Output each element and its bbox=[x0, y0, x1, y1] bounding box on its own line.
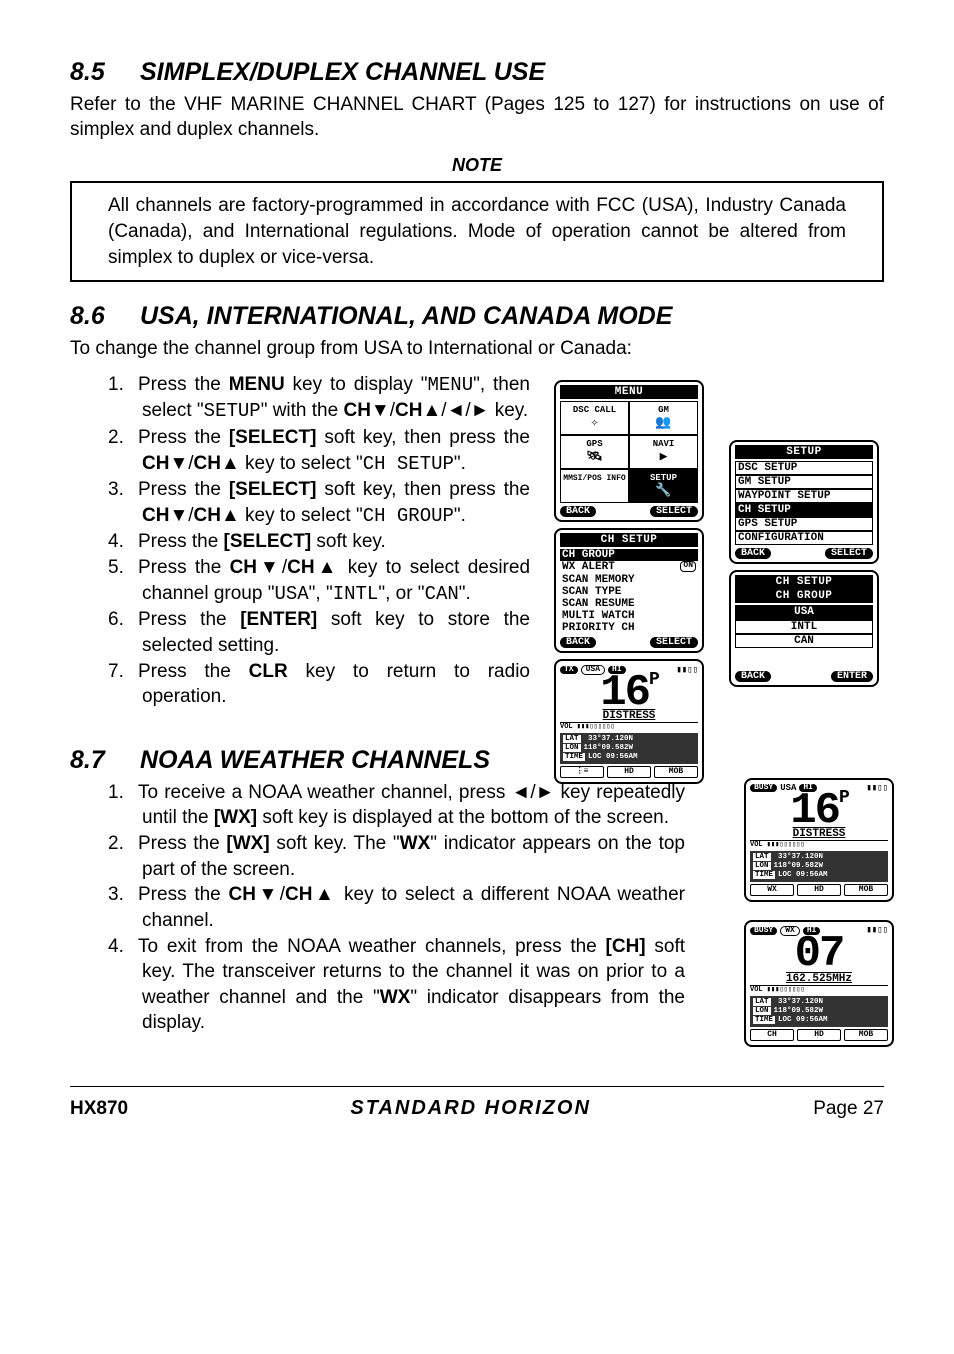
tx-badge: TX bbox=[560, 666, 578, 674]
list-item: GM SETUP bbox=[735, 475, 873, 489]
section-title: USA, INTERNATIONAL, AND CANADA MODE bbox=[140, 302, 672, 330]
softkey-wx[interactable]: WX bbox=[750, 884, 794, 896]
steps-8-6: 1.Press the MENU key to display "MENU", … bbox=[70, 372, 530, 710]
lcd-header: MENU bbox=[560, 385, 698, 399]
footer-brand: STANDARD HORIZON bbox=[350, 1095, 591, 1122]
menu-cell: NAVI▶ bbox=[629, 435, 698, 469]
battery-icon bbox=[866, 926, 888, 935]
heading-8-6: 8.6USA, INTERNATIONAL, AND CANADA MODE bbox=[70, 300, 884, 334]
list-item: WAYPOINT SETUP bbox=[735, 489, 873, 503]
step-item: 6.Press the [ENTER] soft key to store th… bbox=[142, 607, 530, 658]
lcd-ch-group: CH SETUP CH GROUP USA INTL CAN BACK ENTER bbox=[729, 570, 879, 686]
step-item: 7.Press the CLR key to return to radio o… bbox=[142, 659, 530, 710]
list-item: USA bbox=[735, 605, 873, 619]
softkey[interactable]: HD bbox=[797, 1029, 841, 1041]
channel-label: DISTRESS bbox=[750, 829, 888, 840]
list-item: SCAN TYPE bbox=[560, 586, 698, 598]
menu-cell: MMSI/POS INFO bbox=[560, 469, 629, 503]
enter-button[interactable]: ENTER bbox=[831, 671, 873, 682]
gps-info: LAT 33°37.120N LON118°09.582W TIMELOC 09… bbox=[750, 851, 888, 882]
list-item: DSC SETUP bbox=[735, 461, 873, 475]
step-item: 2.Press the [SELECT] soft key, then pres… bbox=[142, 425, 530, 477]
busy-badge: BUSY bbox=[750, 927, 777, 935]
list-item: WX ALERTON bbox=[560, 561, 698, 573]
step-item: 3.Press the CH▼/CH▲ key to select a diff… bbox=[142, 882, 685, 933]
lcd-header: CH SETUP bbox=[560, 533, 698, 547]
list-item: GPS SETUP bbox=[735, 517, 873, 531]
channel-number: 07 bbox=[750, 932, 888, 976]
back-button[interactable]: BACK bbox=[560, 637, 596, 648]
lcd-header: CH SETUP bbox=[735, 575, 873, 589]
sec86-intro: To change the channel group from USA to … bbox=[70, 336, 884, 362]
lcd-radio-wx-after: BUSYWXHI 07 162.525MHz VOL ▮▮▮▯▯▯▯▯▯ LAT… bbox=[744, 920, 894, 1047]
lcd-setup: SETUP DSC SETUP GM SETUP WAYPOINT SETUP … bbox=[729, 440, 879, 565]
footer-page: Page 27 bbox=[813, 1096, 884, 1122]
softkey[interactable]: MOB bbox=[844, 884, 888, 896]
battery-icon bbox=[866, 784, 888, 793]
select-button[interactable]: SELECT bbox=[650, 506, 698, 517]
select-button[interactable]: SELECT bbox=[650, 637, 698, 648]
step-item: 3.Press the [SELECT] soft key, then pres… bbox=[142, 477, 530, 529]
battery-icon bbox=[676, 666, 698, 675]
select-button[interactable]: SELECT bbox=[825, 548, 873, 559]
list-item: CONFIGURATION bbox=[735, 531, 873, 545]
list-item: CH GROUP bbox=[560, 549, 698, 561]
step-item: 4.To exit from the NOAA weather channels… bbox=[142, 934, 685, 1037]
step-item: 1.To receive a NOAA weather channel, pre… bbox=[142, 780, 685, 831]
list-item: SCAN RESUME bbox=[560, 598, 698, 610]
lcd-ch-setup: CH SETUP CH GROUP WX ALERTON SCAN MEMORY… bbox=[554, 528, 704, 653]
heading-8-7: 8.7NOAA WEATHER CHANNELS bbox=[70, 744, 884, 778]
section-number: 8.5 bbox=[70, 56, 140, 90]
frequency: 162.525MHz bbox=[750, 974, 888, 985]
back-button[interactable]: BACK bbox=[735, 671, 771, 682]
note-box: All channels are factory-programmed in a… bbox=[70, 181, 884, 282]
sec85-body: Refer to the VHF MARINE CHANNEL CHART (P… bbox=[70, 92, 884, 143]
lcd-menu: MENU DSC CALL✧ GM👥 GPS🛰 NAVI▶ MMSI/POS I… bbox=[554, 380, 704, 523]
list-item: CAN bbox=[735, 634, 873, 648]
softkey[interactable]: MOB bbox=[844, 1029, 888, 1041]
lcd-subheader: CH GROUP bbox=[735, 589, 873, 603]
section-number: 8.6 bbox=[70, 300, 140, 334]
menu-cell-selected: SETUP🔧 bbox=[629, 469, 698, 503]
section-title: SIMPLEX/DUPLEX CHANNEL USE bbox=[140, 58, 545, 86]
page-footer: HX870 STANDARD HORIZON Page 27 bbox=[70, 1086, 884, 1122]
list-item: INTL bbox=[735, 620, 873, 634]
busy-badge: BUSY bbox=[750, 784, 777, 792]
softkey-ch[interactable]: CH bbox=[750, 1029, 794, 1041]
menu-cell: DSC CALL✧ bbox=[560, 401, 629, 435]
lcd-radio-wx-before: BUSYUSAHI 16P DISTRESS VOL ▮▮▮▯▯▯▯▯▯ LAT… bbox=[744, 778, 894, 902]
step-item: 2.Press the [WX] soft key. The "WX" indi… bbox=[142, 831, 685, 882]
heading-8-5: 8.5SIMPLEX/DUPLEX CHANNEL USE bbox=[70, 56, 884, 90]
menu-cell: GM👥 bbox=[629, 401, 698, 435]
step-item: 4.Press the [SELECT] soft key. bbox=[142, 529, 530, 555]
step-item: 1.Press the MENU key to display "MENU", … bbox=[142, 372, 530, 425]
channel-number: 16P bbox=[750, 789, 888, 833]
softkey[interactable]: HD bbox=[797, 884, 841, 896]
gps-info: LAT 33°37.120N LON118°09.582W TIMELOC 09… bbox=[750, 996, 888, 1027]
list-item: MULTI WATCH bbox=[560, 610, 698, 622]
channel-number: 16P bbox=[560, 671, 698, 715]
list-item: SCAN MEMORY bbox=[560, 574, 698, 586]
section-number: 8.7 bbox=[70, 744, 140, 778]
section-title: NOAA WEATHER CHANNELS bbox=[140, 746, 490, 774]
back-button[interactable]: BACK bbox=[735, 548, 771, 559]
channel-label: DISTRESS bbox=[560, 711, 698, 722]
list-item: CH SETUP bbox=[735, 503, 873, 517]
footer-model: HX870 bbox=[70, 1096, 128, 1122]
step-item: 5.Press the CH▼/CH▲ key to select desire… bbox=[142, 555, 530, 607]
back-button[interactable]: BACK bbox=[560, 506, 596, 517]
list-item: PRIORITY CH bbox=[560, 622, 698, 634]
menu-cell: GPS🛰 bbox=[560, 435, 629, 469]
steps-8-7: 1.To receive a NOAA weather channel, pre… bbox=[70, 780, 685, 1036]
note-label: NOTE bbox=[70, 153, 884, 177]
lcd-header: SETUP bbox=[735, 445, 873, 459]
